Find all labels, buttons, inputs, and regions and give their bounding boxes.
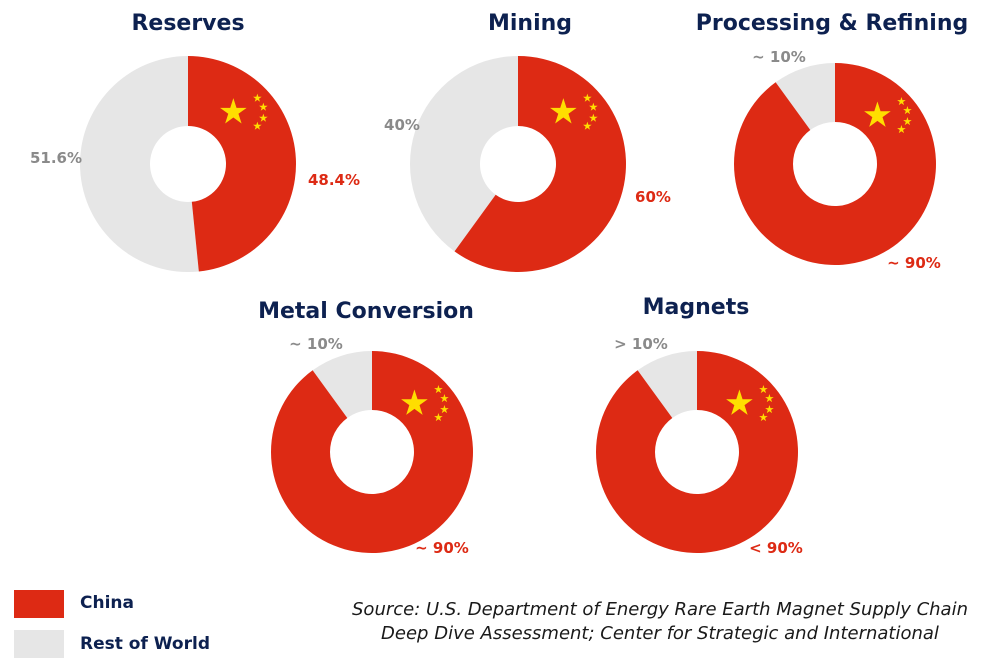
chart-title: Magnets <box>643 295 750 320</box>
chart-title: Reserves <box>131 11 244 36</box>
slice-rest-of-world <box>637 351 697 419</box>
value-label-china: 60% <box>635 188 671 206</box>
donut-metal-conversion: Metal Conversion ~ 90% ~ 10% <box>258 299 474 557</box>
flag-small-star-icon <box>583 121 592 130</box>
flag-small-star-icon <box>440 405 449 414</box>
value-label-china: < 90% <box>749 539 803 557</box>
slice-rest-of-world <box>312 351 372 419</box>
flag-small-star-icon <box>440 394 449 403</box>
slice-china <box>271 351 473 553</box>
flag-star-icon <box>864 101 891 127</box>
flag-small-star-icon <box>259 102 268 111</box>
flag-small-star-icon <box>759 385 768 394</box>
slice-china <box>454 56 626 272</box>
slice-china <box>188 56 296 272</box>
flag-star-icon <box>401 389 428 415</box>
value-label-china: ~ 90% <box>887 254 941 272</box>
source-line-2: Deep Dive Assessment; Center for Strateg… <box>381 623 939 644</box>
flag-small-star-icon <box>765 394 774 403</box>
legend-label-rest: Rest of World <box>80 634 210 654</box>
value-label-rest: 40% <box>384 116 420 134</box>
flag-small-star-icon <box>589 113 598 122</box>
value-label-rest: 51.6% <box>30 149 82 167</box>
donut-magnets: Magnets < 90% > 10% <box>595 295 803 557</box>
value-label-rest: > 10% <box>614 335 668 353</box>
slice-rest-of-world <box>80 56 199 272</box>
legend-swatch-china <box>14 590 64 618</box>
slice-china <box>734 63 936 265</box>
flag-star-icon <box>550 98 577 124</box>
flag-star-icon <box>726 389 753 415</box>
flag-small-star-icon <box>589 102 598 111</box>
flag-small-star-icon <box>259 113 268 122</box>
donut-processing-refining: Processing & Refining ~ 90% ~ 10% <box>696 11 968 272</box>
flag-small-star-icon <box>903 117 912 126</box>
value-label-rest: ~ 10% <box>752 48 806 66</box>
slice-china <box>595 351 798 553</box>
value-label-rest: ~ 10% <box>289 335 343 353</box>
legend-label-china: China <box>80 593 134 613</box>
flag-small-star-icon <box>583 93 592 102</box>
legend-swatch-rest <box>14 630 64 658</box>
chart-title: Metal Conversion <box>258 299 474 324</box>
flag-small-star-icon <box>759 413 768 422</box>
flag-small-star-icon <box>253 93 262 102</box>
donut-mining: Mining 60% 40% <box>384 11 671 272</box>
source-note: Source: U.S. Department of Energy Rare E… <box>290 598 1005 646</box>
value-label-china: 48.4% <box>308 171 360 189</box>
flag-small-star-icon <box>903 106 912 115</box>
flag-star-icon <box>220 98 247 124</box>
slice-rest-of-world <box>409 56 518 252</box>
chart-title: Processing & Refining <box>696 11 968 36</box>
slice-rest-of-world <box>775 63 835 131</box>
flag-small-star-icon <box>897 125 906 134</box>
chart-title: Mining <box>488 11 572 36</box>
flag-small-star-icon <box>434 413 443 422</box>
flag-small-star-icon <box>897 97 906 106</box>
source-line-1: Source: U.S. Department of Energy Rare E… <box>352 599 968 620</box>
donut-reserves: Reserves 48.4% 51.6% <box>30 11 360 272</box>
flag-small-star-icon <box>253 121 262 130</box>
flag-small-star-icon <box>434 385 443 394</box>
value-label-china: ~ 90% <box>415 539 469 557</box>
flag-small-star-icon <box>765 405 774 414</box>
